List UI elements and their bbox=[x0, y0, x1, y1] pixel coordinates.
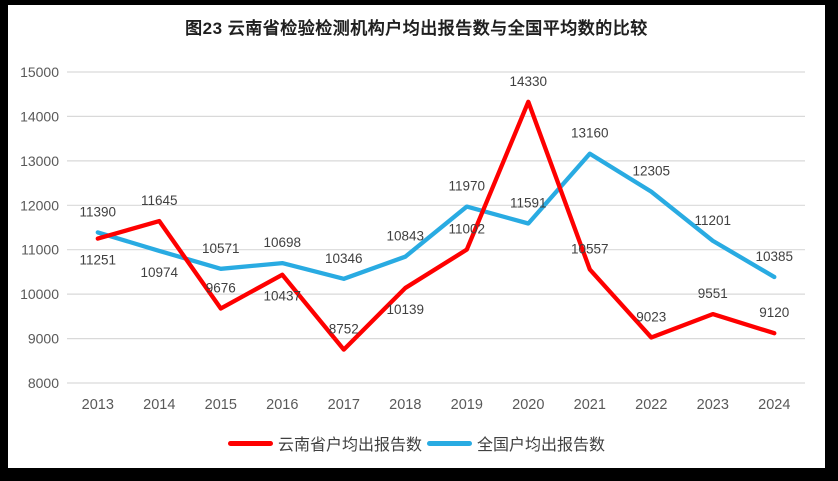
x-axis-label: 2022 bbox=[635, 397, 667, 413]
y-axis-tick-label: 15000 bbox=[20, 64, 59, 80]
data-label: 11002 bbox=[449, 222, 486, 237]
yunnan-series-line bbox=[95, 99, 777, 352]
data-label: 9551 bbox=[698, 286, 728, 301]
data-label: 9120 bbox=[759, 305, 789, 320]
x-axis-label: 2015 bbox=[205, 397, 237, 413]
y-axis-tick-label: 11000 bbox=[21, 242, 59, 258]
chart-legend: 云南省户均出报告数 全国户均出报告数 bbox=[8, 431, 825, 455]
y-axis-tick-label: 12000 bbox=[20, 197, 59, 213]
x-axis-label: 2013 bbox=[82, 397, 114, 413]
y-axis-tick-label: 10000 bbox=[20, 286, 59, 302]
national-series-line bbox=[95, 151, 777, 281]
x-axis-label: 2017 bbox=[328, 397, 360, 413]
x-axis-label: 2014 bbox=[143, 397, 175, 413]
national-line-swatch-icon bbox=[427, 440, 472, 446]
data-label: 11645 bbox=[141, 193, 178, 208]
yunnan-line-swatch-icon bbox=[227, 440, 273, 446]
data-label: 10843 bbox=[387, 229, 425, 244]
x-axis-label: 2023 bbox=[697, 397, 729, 413]
data-label: 11251 bbox=[80, 253, 117, 268]
data-label: 10139 bbox=[387, 302, 425, 317]
data-label: 10698 bbox=[264, 235, 302, 250]
x-axis-label: 2020 bbox=[512, 397, 544, 413]
legend-item-national: 全国户均出报告数 bbox=[427, 431, 605, 455]
x-axis-label: 2018 bbox=[389, 397, 421, 413]
data-label: 11201 bbox=[695, 213, 732, 228]
data-label: 9023 bbox=[636, 310, 666, 325]
data-label: 10346 bbox=[325, 251, 363, 266]
y-axis-tick-label: 8000 bbox=[28, 375, 59, 391]
y-axis-tick-label: 9000 bbox=[28, 331, 59, 347]
legend-item-yunnan: 云南省户均出报告数 bbox=[227, 431, 422, 455]
legend-label-national: 全国户均出报告数 bbox=[477, 437, 606, 454]
y-axis-tick-label: 13000 bbox=[20, 153, 59, 169]
x-axis-label: 2016 bbox=[266, 397, 298, 413]
legend-label-yunnan: 云南省户均出报告数 bbox=[277, 437, 422, 454]
data-label: 12305 bbox=[633, 164, 671, 179]
data-label: 10437 bbox=[264, 289, 302, 304]
data-label: 11591 bbox=[510, 196, 547, 211]
data-label: 11970 bbox=[449, 179, 486, 194]
data-label: 9676 bbox=[206, 281, 236, 296]
y-axis-tick-label: 14000 bbox=[20, 108, 59, 124]
data-label: 14330 bbox=[510, 74, 548, 89]
chart-title: 图23 云南省检验检测机构户均出报告数与全国平均数的比较 bbox=[185, 19, 648, 38]
data-label: 8752 bbox=[329, 322, 359, 337]
data-label: 10385 bbox=[756, 249, 794, 264]
data-label: 11390 bbox=[80, 204, 117, 219]
x-axis-label: 2019 bbox=[451, 397, 483, 413]
data-label: 10557 bbox=[571, 241, 609, 256]
line-chart-plot: 8000 9000 10000 11000 12000 13000 14000 15000 20… bbox=[20, 64, 805, 413]
data-label: 13160 bbox=[571, 126, 609, 141]
chart-canvas: 图23 云南省检验检测机构户均出报告数与全国平均数的比较 8000 9000 100… bbox=[8, 5, 825, 468]
data-label: 10974 bbox=[141, 265, 179, 280]
x-axis-label: 2021 bbox=[574, 397, 606, 413]
x-axis-label: 2024 bbox=[758, 397, 790, 413]
data-label: 10571 bbox=[202, 241, 240, 256]
